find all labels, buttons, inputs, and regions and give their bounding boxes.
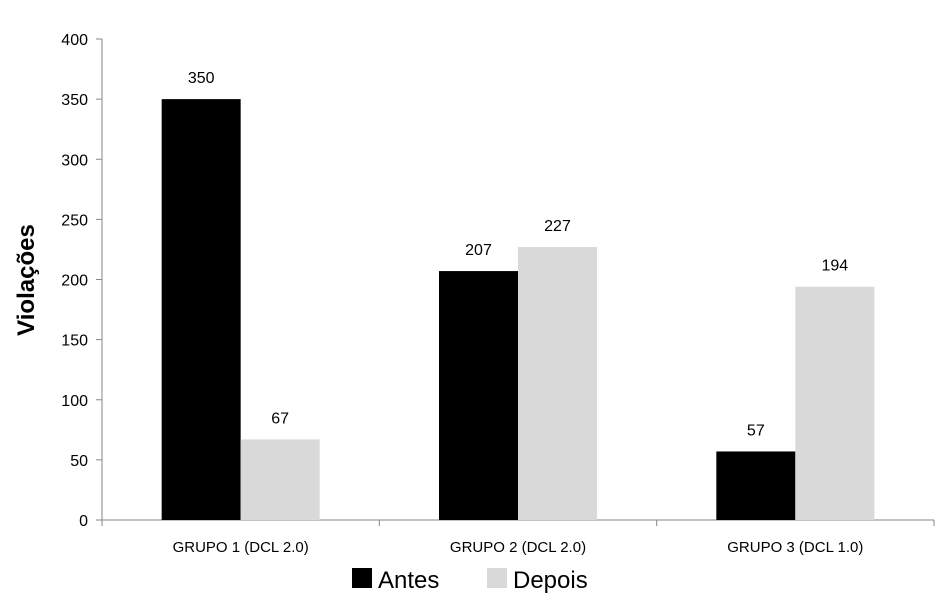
y-tick-label: 100 bbox=[61, 393, 88, 410]
data-label: 57 bbox=[747, 422, 765, 439]
data-labels: 350 67 207 227 57 194 bbox=[188, 70, 848, 439]
data-label: 67 bbox=[271, 410, 289, 427]
y-tick-label: 300 bbox=[61, 152, 88, 169]
x-category-label: GRUPO 2 (DCL 2.0) bbox=[450, 539, 586, 556]
data-label: 194 bbox=[821, 258, 848, 275]
bar-antes-3 bbox=[716, 451, 796, 520]
bars bbox=[161, 99, 875, 520]
y-tick-label: 200 bbox=[61, 273, 88, 290]
bar-depois-2 bbox=[518, 247, 597, 520]
y-tick-label: 150 bbox=[61, 333, 88, 350]
x-category-label: GRUPO 3 (DCL 1.0) bbox=[727, 539, 863, 556]
bar-antes-1 bbox=[161, 99, 241, 520]
x-category-label: GRUPO 1 (DCL 2.0) bbox=[173, 539, 309, 556]
data-label: 207 bbox=[465, 242, 492, 259]
y-tick-label: 250 bbox=[61, 212, 88, 229]
data-label: 350 bbox=[188, 70, 215, 87]
bar-depois-3 bbox=[795, 286, 875, 520]
data-label: 227 bbox=[544, 218, 571, 235]
y-tick-label: 0 bbox=[79, 513, 88, 530]
legend-label: Depois bbox=[513, 567, 588, 594]
y-tick-label: 350 bbox=[61, 92, 88, 109]
y-axis-label: Violações bbox=[13, 224, 40, 336]
axes: 0 50 100 150 200 250 300 350 400 GRUPO 1 (DCL 2.0… bbox=[61, 32, 935, 556]
legend-swatch-depois bbox=[487, 568, 507, 588]
legend-label: Antes bbox=[378, 567, 439, 594]
legend-swatch-antes bbox=[352, 568, 372, 588]
y-tick-label: 50 bbox=[70, 453, 88, 470]
bar-antes-2 bbox=[439, 271, 518, 520]
legend: Antes Depois bbox=[352, 567, 588, 594]
bar-depois-1 bbox=[240, 439, 320, 520]
y-tick-label: 400 bbox=[61, 32, 88, 49]
